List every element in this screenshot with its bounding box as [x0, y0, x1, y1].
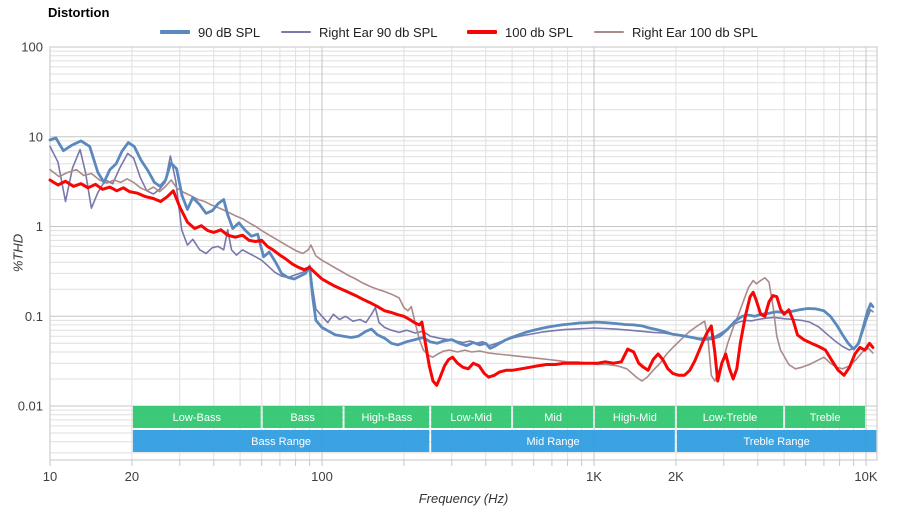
band-high-mid — [595, 406, 675, 428]
chart-title: Distortion — [48, 5, 110, 20]
x-tick-label: 100 — [311, 469, 333, 484]
series-right-ear-90-db-spl — [49, 145, 874, 351]
band-low-treble — [676, 406, 784, 428]
band-bass-range — [132, 430, 430, 452]
legend-item-right-ear-90-db-spl[interactable]: Right Ear 90 db SPL — [281, 24, 438, 40]
x-tick-label: 20 — [125, 469, 139, 484]
band-label: High-Mid — [613, 412, 657, 424]
legend-line-swatch-icon — [467, 30, 497, 34]
band-label: Mid — [544, 412, 562, 424]
y-tick-label: 0.1 — [25, 309, 43, 324]
band-treble — [785, 406, 865, 428]
band-label: Treble Range — [743, 436, 809, 448]
legend-line-swatch-icon — [594, 31, 624, 33]
legend-item-right-ear-100-db-spl[interactable]: Right Ear 100 db SPL — [594, 24, 758, 40]
band-label: Low-Bass — [173, 412, 222, 424]
legend-item-label: Right Ear 90 db SPL — [319, 24, 438, 40]
band-high-bass — [344, 406, 430, 428]
grid — [49, 46, 877, 466]
legend-item-label: 90 dB SPL — [198, 24, 261, 40]
y-tick-label: 100 — [21, 40, 43, 55]
legend-item-100-db-spl[interactable]: 100 db SPL — [467, 24, 573, 40]
series-90-db-spl — [48, 136, 875, 351]
plot-border — [49, 46, 878, 461]
band-low-mid — [431, 406, 512, 428]
band-label: Low-Treble — [703, 412, 758, 424]
x-tick-label: 10 — [43, 469, 57, 484]
x-tick-label: 1K — [586, 469, 602, 484]
y-tick-label: 10 — [29, 129, 43, 144]
band-mid-range — [431, 430, 675, 452]
legend-line-swatch-icon — [160, 30, 190, 34]
band-label: Bass Range — [251, 436, 311, 448]
x-tick-label: 10K — [854, 469, 877, 484]
band-label: Low-Mid — [450, 412, 492, 424]
series-right-ear-100-db-spl — [49, 168, 874, 382]
y-tick-label: 0.01 — [18, 399, 43, 414]
x-axis-title: Frequency (Hz) — [418, 491, 509, 506]
y-axis-title: %THD — [10, 233, 26, 273]
band-label: Bass — [290, 412, 315, 424]
legend-item-90-db-spl[interactable]: 90 dB SPL — [160, 24, 260, 40]
band-mid — [513, 406, 593, 428]
legend-item-label: 100 db SPL — [505, 24, 573, 40]
band-treble-range — [676, 430, 877, 452]
legend-item-label: Right Ear 100 db SPL — [632, 24, 758, 40]
x-tick-label: 2K — [668, 469, 684, 484]
band-label: High-Bass — [362, 412, 413, 424]
series-100-db-spl — [48, 178, 875, 387]
band-bass — [262, 406, 343, 428]
band-label: Treble — [810, 412, 841, 424]
band-label: Mid Range — [526, 436, 579, 448]
y-tick-label: 1 — [36, 219, 43, 234]
legend-line-swatch-icon — [281, 31, 311, 33]
band-low-bass — [132, 406, 261, 428]
